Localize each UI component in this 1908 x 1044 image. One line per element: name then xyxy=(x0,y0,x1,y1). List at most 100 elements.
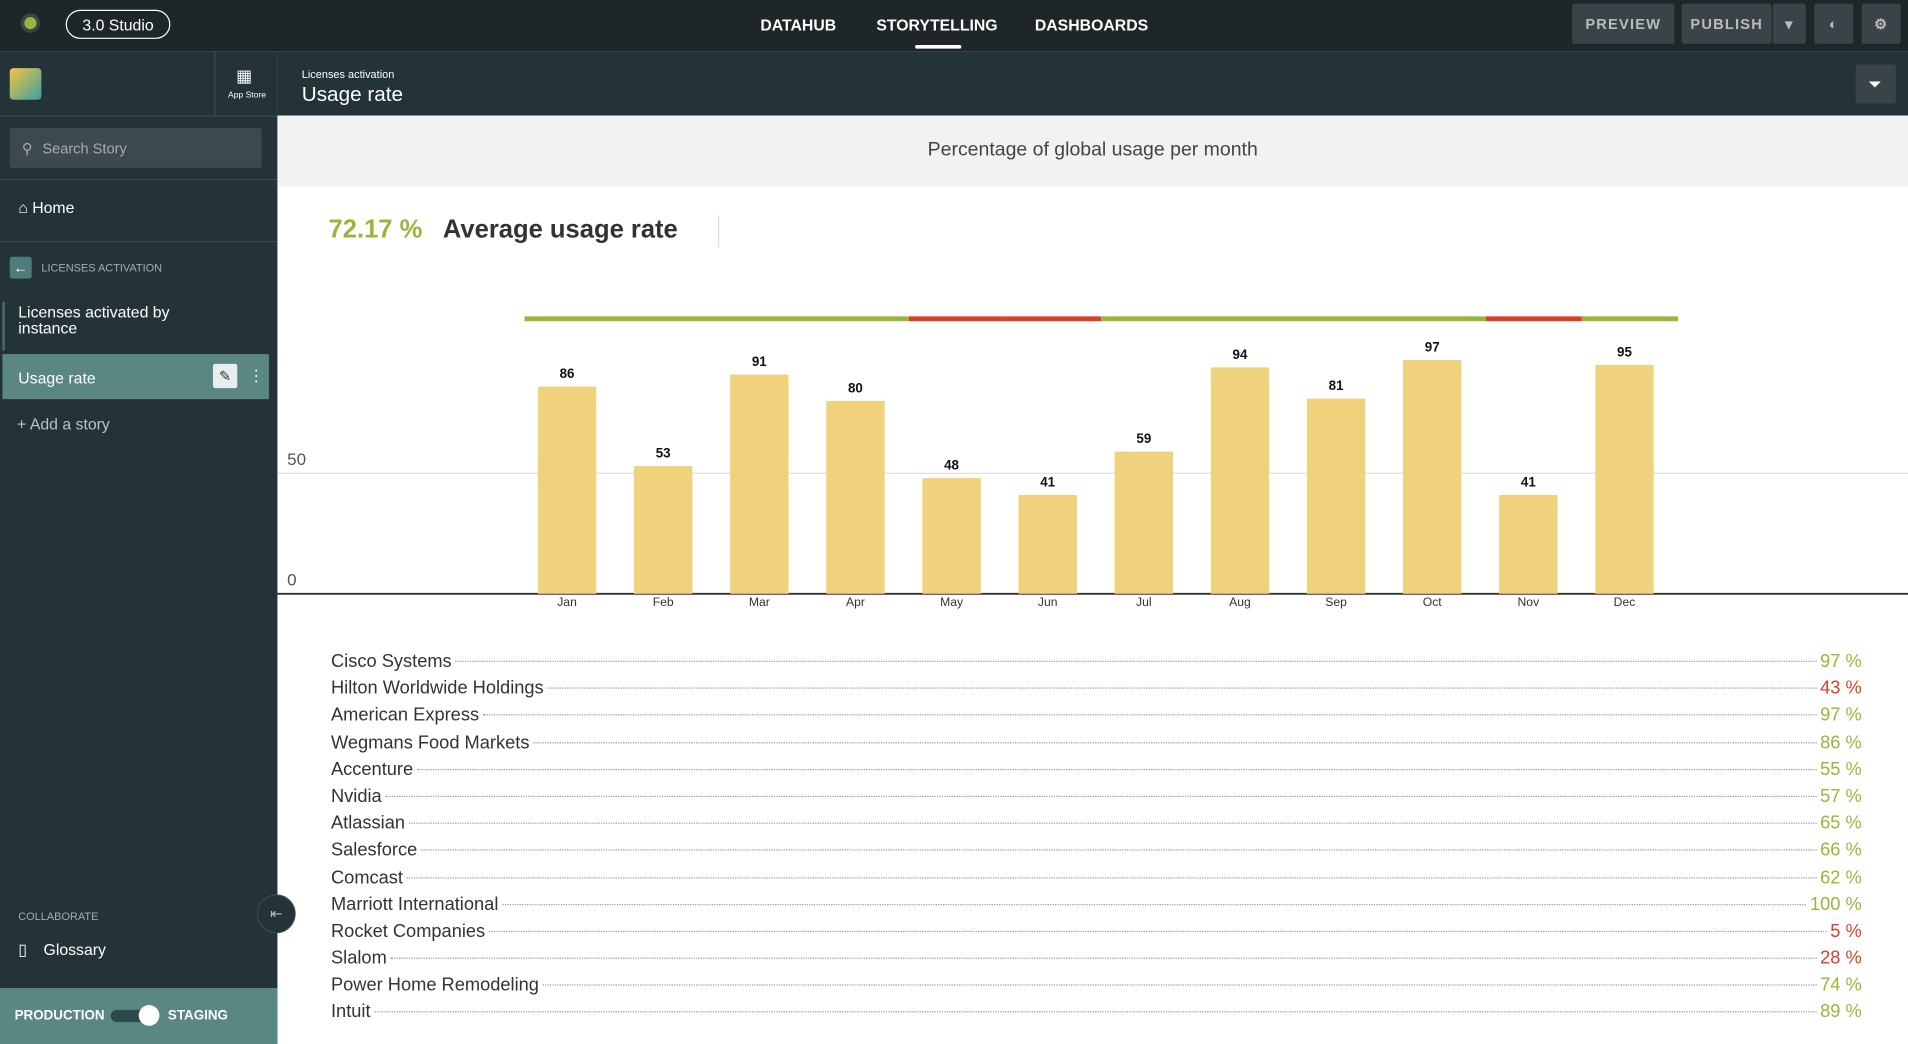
status-band xyxy=(620,316,717,322)
home-link[interactable]: ⌂ Home xyxy=(18,198,75,217)
list-row: Wegmans Food Markets 86 % xyxy=(331,732,1862,759)
env-label: PRODUCTION xyxy=(14,1008,105,1024)
story-item[interactable]: Licenses activated by instance xyxy=(18,302,170,338)
company-value: 62 % xyxy=(1820,866,1862,888)
theme-button[interactable]: ◐ xyxy=(1814,3,1854,44)
x-tick-label: Mar xyxy=(749,595,770,609)
more-button[interactable]: ⋮ xyxy=(248,366,265,385)
status-band xyxy=(1197,316,1294,322)
x-tick-label: Nov xyxy=(1518,595,1541,609)
status-band xyxy=(1005,316,1102,322)
bar xyxy=(633,466,693,594)
x-tick-label: Apr xyxy=(846,595,865,609)
status-band xyxy=(1485,316,1582,322)
glossary-label: Glossary xyxy=(43,940,106,959)
x-tick-label: Feb xyxy=(653,595,674,609)
company-list: Cisco Systems 97 % Hilton Worldwide Holdin… xyxy=(331,651,1862,1029)
home-label: Home xyxy=(32,198,75,217)
collapse-button[interactable]: ⇤ xyxy=(256,894,296,934)
publish-button[interactable]: PUBLISH xyxy=(1681,3,1772,44)
company-value: 65 % xyxy=(1820,812,1862,834)
divider xyxy=(214,51,216,116)
company-value: 74 % xyxy=(1820,974,1862,996)
leader xyxy=(390,957,1817,959)
back-button[interactable]: ← xyxy=(9,256,32,279)
leader xyxy=(416,768,1817,770)
kpi-value: 72.17 % xyxy=(328,215,423,244)
nav-underline xyxy=(915,45,962,49)
status-band xyxy=(1101,316,1198,322)
bar xyxy=(1114,451,1174,594)
x-tick-label: Dec xyxy=(1614,595,1636,609)
search-placeholder: Search Story xyxy=(42,139,127,157)
app-store-icon[interactable]: ▦ xyxy=(236,65,253,86)
value-label: 91 xyxy=(752,354,767,369)
glossary-link[interactable]: ▯ Glossary xyxy=(18,940,106,959)
company-value: 97 % xyxy=(1820,650,1862,672)
x-tick-label: Sep xyxy=(1325,595,1347,609)
value-label: 94 xyxy=(1233,347,1248,362)
status-band xyxy=(908,316,1006,322)
list-row: Nvidia 57 % xyxy=(331,786,1862,813)
company-value: 89 % xyxy=(1820,1001,1862,1023)
search-box[interactable]: ⚲ Search Story xyxy=(9,127,262,168)
company-value: 57 % xyxy=(1820,785,1862,807)
version-badge[interactable]: 3.0 Studio xyxy=(65,9,171,39)
list-row: Rocket Companies 5 % xyxy=(331,921,1862,948)
list-row: Slalom 28 % xyxy=(331,948,1862,975)
value-label: 41 xyxy=(1040,474,1055,489)
leader xyxy=(482,714,1817,716)
divider xyxy=(0,115,278,117)
company-name: Marriott International xyxy=(330,893,499,915)
bar xyxy=(826,401,885,594)
nav-item[interactable]: DATAHUB xyxy=(760,15,837,35)
edit-button[interactable]: ✎ xyxy=(212,363,238,389)
company-name: Rocket Companies xyxy=(330,920,486,942)
env-toggle-knob[interactable] xyxy=(138,1005,160,1026)
nav-item[interactable]: DASHBOARDS xyxy=(1034,15,1149,35)
status-band xyxy=(716,316,813,322)
filter-button[interactable]: ⏷ xyxy=(1855,64,1896,104)
company-value: 5 % xyxy=(1830,920,1862,942)
preview-button[interactable]: PREVIEW xyxy=(1572,3,1675,44)
leader xyxy=(547,687,1817,689)
list-row: Atlassian 65 % xyxy=(331,813,1862,840)
x-tick-label: May xyxy=(940,595,964,609)
story-item[interactable]: Usage rate xyxy=(18,368,96,387)
company-value: 43 % xyxy=(1820,677,1862,699)
value-label: 86 xyxy=(560,366,575,381)
x-tick-label: Jul xyxy=(1136,595,1152,609)
company-value: 28 % xyxy=(1820,947,1862,969)
list-row: Salesforce 66 % xyxy=(331,840,1862,867)
leader xyxy=(385,795,1817,797)
status-band xyxy=(524,316,621,322)
status-band xyxy=(812,316,909,322)
divider xyxy=(0,240,278,243)
kpi-label: Average usage rate xyxy=(442,215,678,244)
status-dot xyxy=(24,17,37,30)
bar xyxy=(922,478,981,594)
status-band xyxy=(1293,316,1390,322)
section-label: LICENSES ACTIVATION xyxy=(41,261,163,274)
y-tick-label: 50 xyxy=(287,450,306,469)
bar xyxy=(537,386,597,594)
bar xyxy=(730,374,789,594)
logo[interactable] xyxy=(9,68,42,100)
status-band xyxy=(1581,316,1679,322)
add-story[interactable]: + Add a story xyxy=(17,414,110,434)
company-name: Accenture xyxy=(330,758,414,780)
leader xyxy=(420,849,1817,851)
company-name: Intuit xyxy=(330,1001,371,1023)
settings-button[interactable]: ⚙ xyxy=(1861,3,1901,44)
nav-item[interactable]: STORYTELLING xyxy=(876,15,998,35)
list-row: Hilton Worldwide Holdings 43 % xyxy=(331,678,1862,705)
leader xyxy=(533,741,1817,743)
app-store-label[interactable]: App Store xyxy=(228,91,266,100)
company-name: Hilton Worldwide Holdings xyxy=(330,677,544,699)
story-border xyxy=(2,301,5,351)
publish-dropdown[interactable]: ▾ xyxy=(1772,3,1806,44)
company-value: 100 % xyxy=(1809,893,1862,915)
breadcrumb: Licenses activation xyxy=(301,68,395,81)
